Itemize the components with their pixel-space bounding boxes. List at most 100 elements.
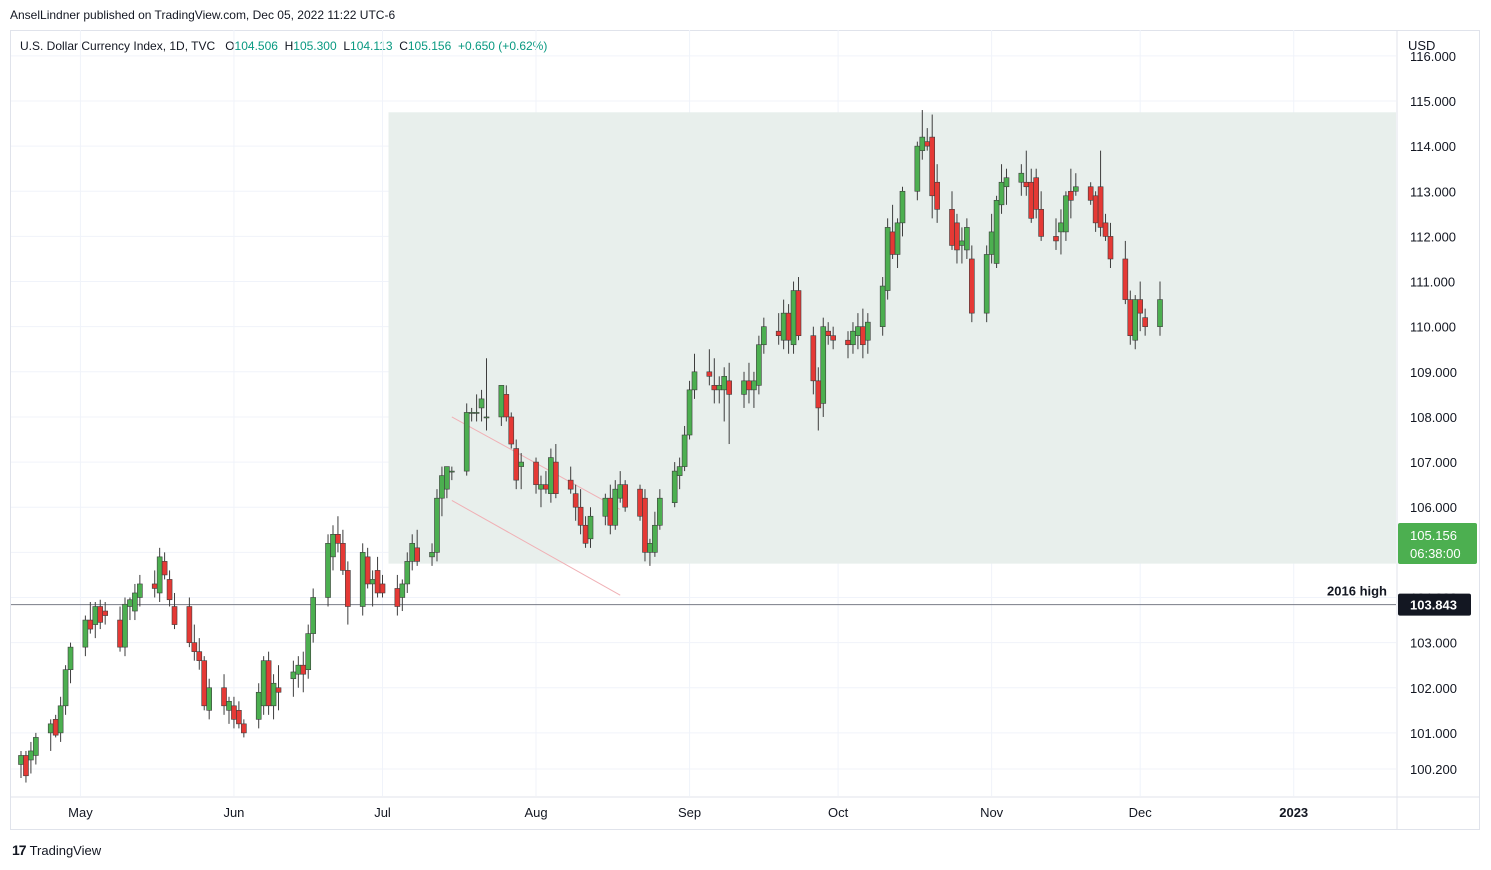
candle-down[interactable] <box>52 719 59 736</box>
candle-down[interactable] <box>1087 186 1094 201</box>
candle-up[interactable] <box>468 412 475 414</box>
candle-down[interactable] <box>1038 209 1044 237</box>
candle-up[interactable] <box>33 737 39 756</box>
candle-down[interactable] <box>191 642 198 652</box>
candle-up[interactable] <box>429 552 435 558</box>
candle-down[interactable] <box>1107 236 1114 260</box>
candle-up[interactable] <box>617 484 624 499</box>
candle-up[interactable] <box>899 190 906 224</box>
candle-down[interactable] <box>954 222 960 251</box>
candle-down[interactable] <box>87 619 94 630</box>
candle-down[interactable] <box>335 533 341 544</box>
candle-down[interactable] <box>949 209 955 246</box>
candle-down[interactable] <box>1023 181 1030 188</box>
candle-up[interactable] <box>305 633 312 671</box>
candle-down[interactable] <box>364 556 371 585</box>
candle-up[interactable] <box>255 691 262 720</box>
candle-up[interactable] <box>652 524 658 553</box>
candle-up[interactable] <box>127 599 133 607</box>
candle-down[interactable] <box>1053 236 1059 242</box>
candle-down[interactable] <box>785 312 792 341</box>
candle-down[interactable] <box>166 579 173 601</box>
candle-up[interactable] <box>290 671 297 680</box>
candle-up[interactable] <box>473 412 480 414</box>
candle-up[interactable] <box>587 515 594 540</box>
candle-up[interactable] <box>602 497 609 517</box>
candle-down[interactable] <box>845 339 851 346</box>
candle-up[interactable] <box>919 136 926 151</box>
candle-down[interactable] <box>1092 195 1099 224</box>
candle-down[interactable] <box>543 484 549 490</box>
candle-up[interactable] <box>478 398 485 409</box>
candle-up[interactable] <box>790 290 797 346</box>
candle-down[interactable] <box>231 705 237 720</box>
candle-up[interactable] <box>1018 172 1025 183</box>
candle-down[interactable] <box>815 380 822 409</box>
candle-up[interactable] <box>676 466 683 476</box>
candle-down[interactable] <box>503 394 510 418</box>
candle-down[interactable] <box>221 687 227 707</box>
candle-up[interactable] <box>751 380 757 391</box>
candle-up[interactable] <box>47 723 54 734</box>
candle-up[interactable] <box>1058 222 1064 233</box>
candle-up[interactable] <box>226 700 232 711</box>
candle-up[interactable] <box>62 669 69 707</box>
candle-up[interactable] <box>310 597 316 634</box>
candle-down[interactable] <box>394 588 401 607</box>
candle-down[interactable] <box>533 461 539 485</box>
candle-down[interactable] <box>340 543 346 571</box>
candle-up[interactable] <box>439 475 445 499</box>
candle-up[interactable] <box>92 606 99 625</box>
candle-up[interactable] <box>884 227 891 291</box>
candle-up[interactable] <box>206 687 212 711</box>
candle-up[interactable] <box>57 705 64 734</box>
candle-up[interactable] <box>260 660 267 707</box>
candle-up[interactable] <box>820 326 827 404</box>
symbol-name[interactable]: U.S. Dollar Currency Index, 1D, TVC <box>20 39 216 53</box>
candle-down[interactable] <box>186 606 193 643</box>
candle-up[interactable] <box>855 326 861 337</box>
level-price-badge[interactable] <box>1398 593 1471 616</box>
candle-down[interactable] <box>414 547 420 562</box>
candle-down[interactable] <box>151 583 158 589</box>
candle-down[interactable] <box>236 710 242 725</box>
candle-up[interactable] <box>82 619 89 648</box>
candle-down[interactable] <box>795 290 802 337</box>
candle-up[interactable] <box>671 470 678 504</box>
currency-label[interactable]: USD <box>1408 38 1436 53</box>
candle-down[interactable] <box>924 141 931 147</box>
candle-down[interactable] <box>379 583 386 594</box>
candle-down[interactable] <box>196 651 203 661</box>
candle-up[interactable] <box>483 416 490 419</box>
candle-up[interactable] <box>879 285 886 327</box>
candle-up[interactable] <box>850 330 856 346</box>
candle-down[interactable] <box>746 380 752 391</box>
candle-up[interactable] <box>865 321 871 341</box>
candle-down[interactable] <box>161 561 168 576</box>
candle-down[interactable] <box>201 660 208 707</box>
candle-down[interactable] <box>1122 258 1129 300</box>
candle-up[interactable] <box>444 466 450 490</box>
candle-up[interactable] <box>993 199 1000 264</box>
candle-down[interactable] <box>934 181 940 210</box>
candle-up[interactable] <box>369 579 376 585</box>
candle-up[interactable] <box>409 543 416 562</box>
candle-up[interactable] <box>330 533 336 558</box>
candle-down[interactable] <box>1097 186 1104 228</box>
candle-up[interactable] <box>295 664 302 675</box>
candle-up[interactable] <box>612 488 619 526</box>
candle-up[interactable] <box>964 227 970 251</box>
candle-up[interactable] <box>449 470 455 473</box>
candle-up[interactable] <box>548 457 554 494</box>
candle-up[interactable] <box>1157 299 1163 327</box>
candle-up[interactable] <box>716 385 723 391</box>
candle-down[interactable] <box>275 687 282 693</box>
candle-up[interactable] <box>741 380 747 395</box>
candle-down[interactable] <box>1028 181 1035 219</box>
candle-down[interactable] <box>1033 177 1039 210</box>
channel-line[interactable] <box>451 500 621 596</box>
brand-footer[interactable]: 17 TradingView <box>12 842 101 858</box>
candle-down[interactable] <box>711 385 718 391</box>
candle-up[interactable] <box>657 497 663 526</box>
